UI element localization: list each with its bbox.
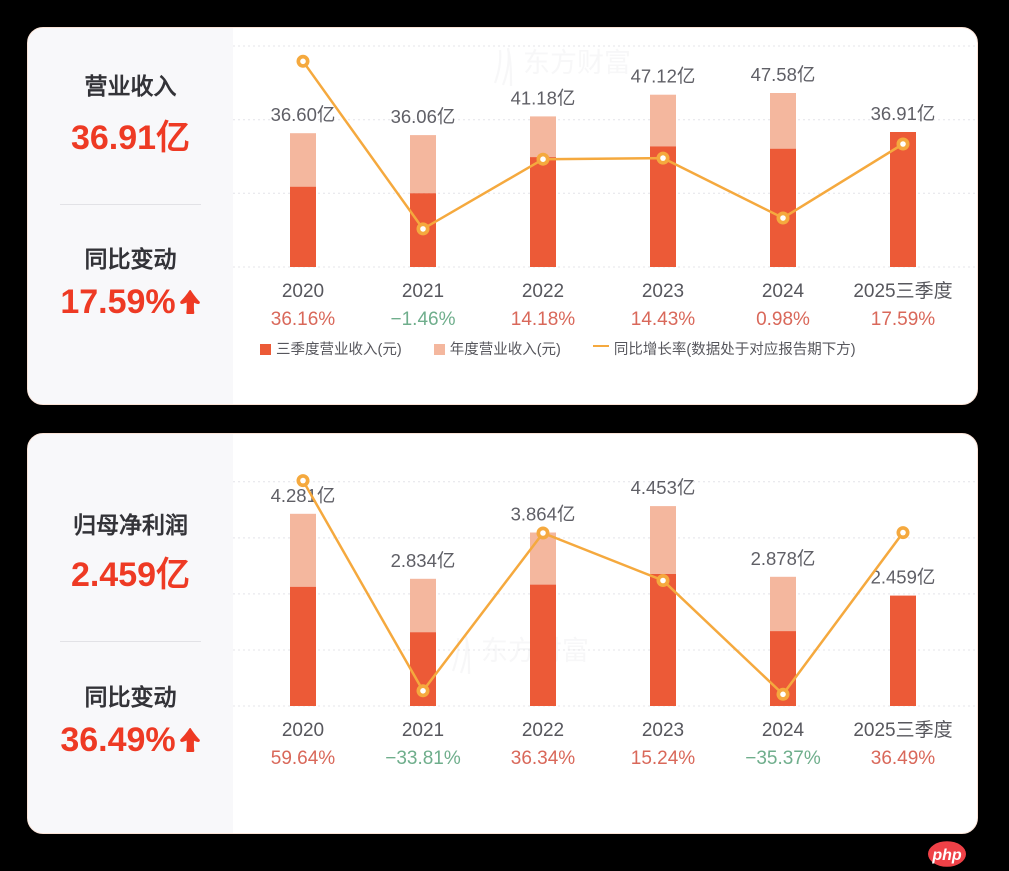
- svg-text:14.18%: 14.18%: [511, 309, 576, 330]
- svg-text:2020: 2020: [282, 720, 324, 741]
- svg-text:2022: 2022: [522, 281, 564, 302]
- svg-text:4.453亿: 4.453亿: [631, 477, 696, 498]
- svg-text:2023: 2023: [642, 281, 684, 302]
- svg-text:−1.46%: −1.46%: [391, 309, 456, 330]
- svg-text:−35.37%: −35.37%: [745, 748, 821, 764]
- svg-text:2020: 2020: [282, 281, 324, 302]
- svg-text:4.281亿: 4.281亿: [271, 485, 336, 506]
- svg-text:3.864亿: 3.864亿: [511, 504, 576, 525]
- svg-text:2023: 2023: [642, 720, 684, 741]
- svg-text:47.12亿: 47.12亿: [631, 66, 696, 87]
- svg-text:2024: 2024: [762, 720, 805, 741]
- svg-text:2022: 2022: [522, 720, 564, 741]
- svg-text:2025三季度: 2025三季度: [853, 280, 952, 302]
- svg-text:36.60亿: 36.60亿: [271, 104, 336, 125]
- svg-text:59.64%: 59.64%: [271, 748, 336, 764]
- svg-text:2021: 2021: [402, 281, 444, 302]
- svg-text:17.59%: 17.59%: [871, 309, 936, 330]
- svg-text:15.24%: 15.24%: [631, 748, 696, 764]
- svg-text:2.834亿: 2.834亿: [391, 550, 456, 571]
- svg-text:36.16%: 36.16%: [271, 309, 336, 330]
- svg-text:47.58亿: 47.58亿: [751, 64, 816, 85]
- svg-text:36.34%: 36.34%: [511, 748, 576, 764]
- svg-text:2024: 2024: [762, 281, 805, 302]
- svg-text:14.43%: 14.43%: [631, 309, 696, 330]
- svg-text:2021: 2021: [402, 720, 444, 741]
- svg-text:东方财富: 东方财富: [523, 48, 631, 78]
- svg-text:2.459亿: 2.459亿: [871, 567, 936, 588]
- svg-text:php: php: [931, 847, 962, 864]
- svg-text:36.91亿: 36.91亿: [871, 103, 936, 124]
- svg-text:2.878亿: 2.878亿: [751, 548, 816, 569]
- svg-text:41.18亿: 41.18亿: [511, 87, 576, 108]
- svg-text:2025三季度: 2025三季度: [853, 719, 952, 741]
- svg-text:−33.81%: −33.81%: [385, 748, 461, 764]
- svg-text:0.98%: 0.98%: [756, 309, 810, 330]
- svg-text:36.49%: 36.49%: [871, 748, 936, 764]
- svg-text:36.06亿: 36.06亿: [391, 106, 456, 127]
